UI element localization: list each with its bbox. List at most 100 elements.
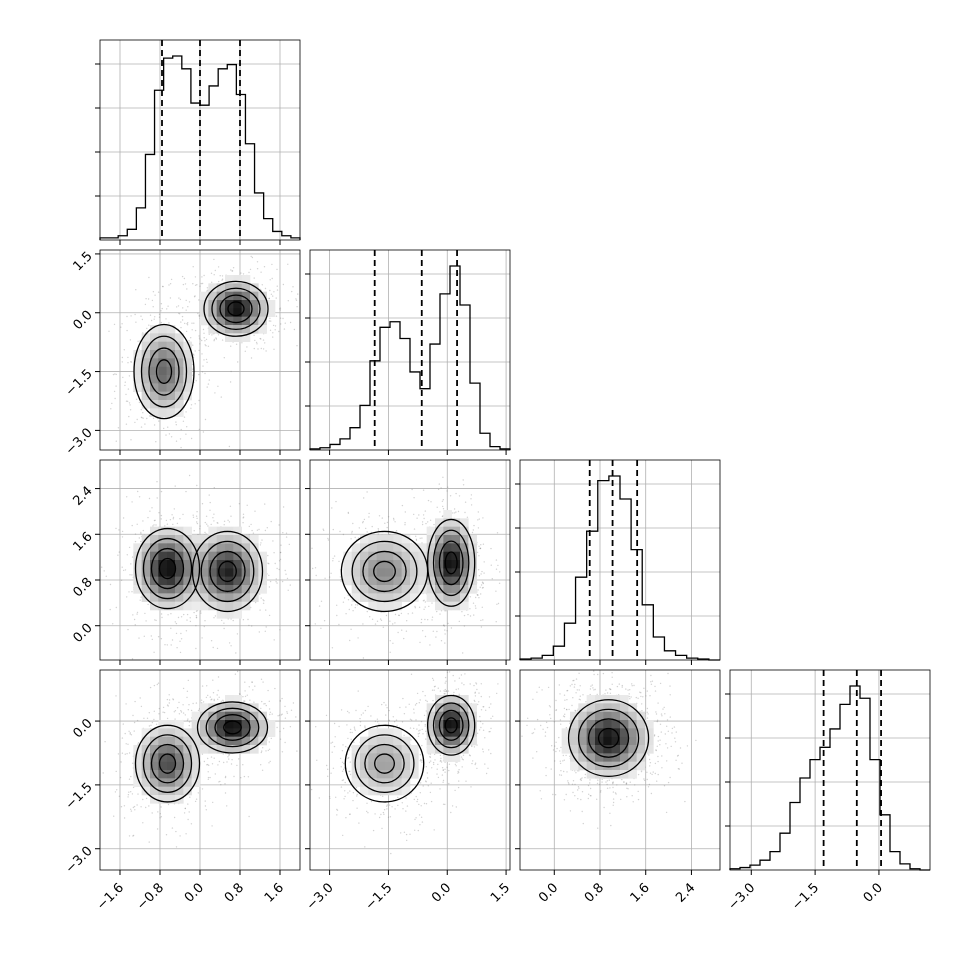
scatter-point bbox=[160, 613, 163, 615]
scatter-point bbox=[261, 769, 264, 771]
density-cell bbox=[368, 560, 377, 569]
scatter-point bbox=[187, 679, 189, 682]
density-cell bbox=[150, 593, 159, 602]
x-tick-label: 0.0 bbox=[182, 880, 207, 905]
scatter-point bbox=[231, 759, 233, 761]
scatter-point bbox=[395, 530, 398, 532]
scatter-point bbox=[172, 516, 175, 519]
scatter-point bbox=[160, 310, 162, 312]
scatter-point bbox=[421, 523, 424, 526]
scatter-point bbox=[219, 780, 221, 783]
scatter-point bbox=[213, 513, 215, 515]
density-cell bbox=[166, 383, 176, 392]
scatter-point bbox=[129, 732, 131, 734]
scatter-point bbox=[270, 737, 272, 740]
scatter-point bbox=[265, 350, 267, 352]
scatter-point bbox=[350, 538, 352, 540]
scatter-point bbox=[289, 584, 291, 586]
density-cell bbox=[343, 560, 352, 569]
scatter-point bbox=[356, 795, 358, 797]
scatter-point bbox=[416, 798, 419, 801]
scatter-point bbox=[180, 326, 182, 329]
density-cell bbox=[158, 333, 167, 342]
density-cell bbox=[233, 585, 242, 594]
density-cell bbox=[133, 568, 142, 577]
scatter-point bbox=[254, 339, 256, 342]
density-cell bbox=[233, 576, 242, 586]
scatter-point bbox=[320, 600, 323, 602]
panel-r2-c0: 0.00.81.62.4 bbox=[70, 459, 301, 665]
scatter-point bbox=[193, 530, 195, 532]
scatter-point bbox=[268, 320, 270, 322]
scatter-point bbox=[260, 751, 262, 754]
density-cell bbox=[158, 585, 167, 594]
scatter-point bbox=[165, 519, 168, 522]
scatter-point bbox=[267, 718, 269, 720]
density-cell bbox=[141, 333, 151, 342]
scatter-point bbox=[134, 540, 137, 543]
scatter-point bbox=[262, 599, 264, 601]
scatter-point bbox=[140, 315, 142, 317]
scatter-point bbox=[477, 511, 479, 513]
scatter-point bbox=[347, 512, 350, 514]
scatter-point bbox=[405, 833, 408, 836]
density-cell bbox=[200, 601, 209, 611]
scatter-point bbox=[292, 286, 294, 288]
scatter-point bbox=[269, 317, 271, 319]
scatter-point bbox=[248, 624, 250, 627]
scatter-point bbox=[399, 706, 401, 709]
scatter-point bbox=[383, 701, 385, 704]
scatter-point bbox=[196, 284, 198, 286]
scatter-point bbox=[442, 505, 444, 508]
scatter-point bbox=[499, 571, 501, 573]
scatter-point bbox=[201, 637, 203, 639]
density-cell bbox=[258, 576, 267, 586]
scatter-point bbox=[335, 500, 337, 503]
contour-line bbox=[211, 287, 261, 331]
scatter-point bbox=[153, 318, 155, 320]
density-cell bbox=[385, 585, 394, 594]
scatter-point bbox=[216, 522, 218, 524]
scatter-point bbox=[123, 817, 126, 819]
scatter-point bbox=[194, 295, 196, 297]
scatter-point bbox=[247, 776, 250, 778]
scatter-point bbox=[460, 674, 463, 676]
scatter-point bbox=[430, 760, 432, 762]
density-cell bbox=[150, 543, 159, 552]
scatter-point bbox=[201, 282, 204, 285]
scatter-point bbox=[131, 556, 134, 558]
scatter-point bbox=[397, 631, 399, 634]
scatter-point bbox=[364, 846, 366, 848]
scatter-point bbox=[478, 597, 480, 599]
scatter-point bbox=[214, 269, 216, 272]
scatter-point bbox=[115, 606, 117, 609]
scatter-point bbox=[431, 619, 433, 621]
scatter-point bbox=[195, 702, 198, 704]
density-cell bbox=[241, 325, 251, 334]
scatter-point bbox=[466, 516, 469, 518]
scatter-point bbox=[194, 276, 197, 278]
scatter-point bbox=[161, 285, 164, 288]
scatter-point bbox=[330, 572, 332, 574]
scatter-point bbox=[195, 617, 198, 619]
scatter-point bbox=[423, 714, 426, 717]
contour-line bbox=[134, 527, 201, 610]
scatter-point bbox=[477, 519, 479, 521]
density-cell bbox=[141, 341, 151, 351]
scatter-point bbox=[131, 524, 133, 527]
scatter-point bbox=[126, 315, 128, 318]
scatter-point bbox=[431, 689, 434, 691]
scatter-point bbox=[407, 613, 409, 615]
density-cell bbox=[233, 560, 242, 569]
scatter-point bbox=[478, 575, 481, 577]
scatter-point bbox=[230, 515, 232, 517]
scatter-point bbox=[482, 748, 484, 750]
scatter-point bbox=[194, 350, 196, 352]
scatter-point bbox=[177, 616, 180, 619]
scatter-point bbox=[182, 513, 184, 516]
scatter-point bbox=[123, 805, 126, 807]
density-cell bbox=[233, 333, 242, 342]
scatter-point bbox=[403, 734, 405, 736]
scatter-point bbox=[397, 796, 399, 799]
scatter-point bbox=[167, 426, 169, 428]
